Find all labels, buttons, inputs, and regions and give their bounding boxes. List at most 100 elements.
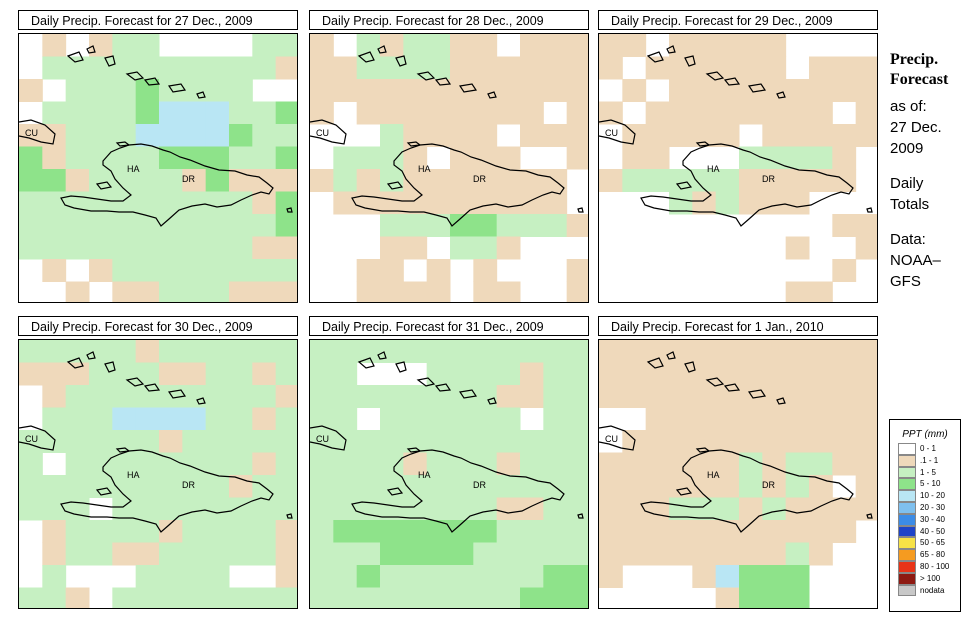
precip-cell <box>252 259 277 282</box>
precip-cell <box>89 236 113 260</box>
precip-cell <box>65 587 90 608</box>
precip-cell <box>520 124 544 147</box>
precip-cell <box>205 236 230 260</box>
legend-item: 30 - 40 <box>898 513 960 526</box>
precip-cell <box>832 79 857 102</box>
precip-cell <box>520 497 544 521</box>
precip-cell <box>112 430 137 453</box>
legend-item: 20 - 30 <box>898 501 960 514</box>
info-date-line2: 2009 <box>890 140 924 157</box>
precip-cell <box>252 385 277 408</box>
precip-cell <box>669 475 693 498</box>
hispaniola-outline <box>351 449 565 533</box>
precip-cell <box>739 34 763 57</box>
precip-cell <box>65 385 90 408</box>
precip-cell <box>310 34 334 57</box>
precip-cell <box>645 542 670 566</box>
precip-cell <box>762 497 787 521</box>
precip-cell <box>89 259 113 282</box>
precip-cell <box>692 79 717 102</box>
precip-cell <box>715 101 740 125</box>
cuba-coastline <box>19 119 56 145</box>
precip-cell <box>380 191 404 215</box>
precip-cell <box>182 497 207 521</box>
precip-map: CU HA DR <box>18 339 298 609</box>
precip-cell <box>112 259 137 282</box>
precip-cell <box>275 475 297 498</box>
precip-cell <box>159 542 183 566</box>
precip-cell <box>566 214 588 237</box>
hispaniola-outline <box>640 449 854 533</box>
precip-cell <box>89 407 113 431</box>
precip-cell <box>520 214 544 237</box>
precip-cell <box>135 259 160 282</box>
precip-cell <box>520 542 544 566</box>
precip-cell <box>135 497 160 521</box>
precip-cell <box>229 542 253 566</box>
legend-swatch <box>898 584 916 597</box>
precip-cell <box>739 497 763 521</box>
precip-cell <box>809 520 833 543</box>
precip-cell <box>333 362 358 386</box>
precip-cell <box>692 565 717 588</box>
precip-cell <box>356 520 381 543</box>
precip-cell <box>450 497 474 521</box>
precip-cell <box>356 475 381 498</box>
precip-cell <box>112 101 137 125</box>
precip-cell <box>739 146 763 170</box>
precip-cell <box>65 214 90 237</box>
precip-cell <box>426 169 451 192</box>
precip-cell <box>855 340 877 363</box>
precip-cell <box>403 587 428 608</box>
precip-cell <box>403 497 428 521</box>
precip-cell <box>669 56 693 80</box>
precip-cell <box>785 587 810 608</box>
island-outline <box>487 91 497 99</box>
precip-cell <box>205 565 230 588</box>
precip-cell <box>42 169 67 192</box>
tortuga-outline <box>695 141 711 147</box>
precip-cell <box>543 430 568 453</box>
precip-cell <box>333 587 358 608</box>
precip-cell <box>310 542 334 566</box>
precip-cell <box>566 497 588 521</box>
precip-cell <box>380 124 404 147</box>
precip-cell <box>333 407 358 431</box>
precip-cell <box>310 56 334 80</box>
legend-item: 10 - 20 <box>898 490 960 502</box>
precip-cell <box>205 124 230 147</box>
precip-cell <box>426 407 451 431</box>
precip-cell <box>739 101 763 125</box>
panel-title: Daily Precip. Forecast for 30 Dec., 2009 <box>18 316 298 336</box>
precip-cell <box>252 407 277 431</box>
precip-cell <box>310 475 334 498</box>
precip-cell <box>669 362 693 386</box>
precip-cell <box>566 146 588 170</box>
precip-cell <box>275 542 297 566</box>
precip-cell <box>380 385 404 408</box>
legend-label: 10 - 20 <box>920 491 945 501</box>
precip-cell <box>310 407 334 431</box>
precip-cell <box>566 520 588 543</box>
precip-cell <box>112 340 137 363</box>
legend-label: 5 - 10 <box>920 479 941 489</box>
precip-cell <box>252 362 277 386</box>
precip-cell <box>739 340 763 363</box>
island-outline <box>577 207 584 213</box>
legend-item: 80 - 100 <box>898 560 960 573</box>
precip-cell <box>135 407 160 431</box>
precip-cell <box>543 340 568 363</box>
precip-cell <box>832 452 857 476</box>
island-outline <box>646 51 664 63</box>
precip-cell <box>333 56 358 80</box>
precip-cell <box>450 169 474 192</box>
precip-cell <box>89 79 113 102</box>
precip-cell <box>205 191 230 215</box>
place-label: HA <box>707 470 720 480</box>
precip-cell <box>566 281 588 302</box>
precip-cell <box>112 407 137 431</box>
legend-swatch <box>898 466 916 479</box>
place-label: DR <box>473 174 486 184</box>
map-svg: CU HA DR <box>310 340 588 608</box>
map-svg: CU HA DR <box>19 340 297 608</box>
